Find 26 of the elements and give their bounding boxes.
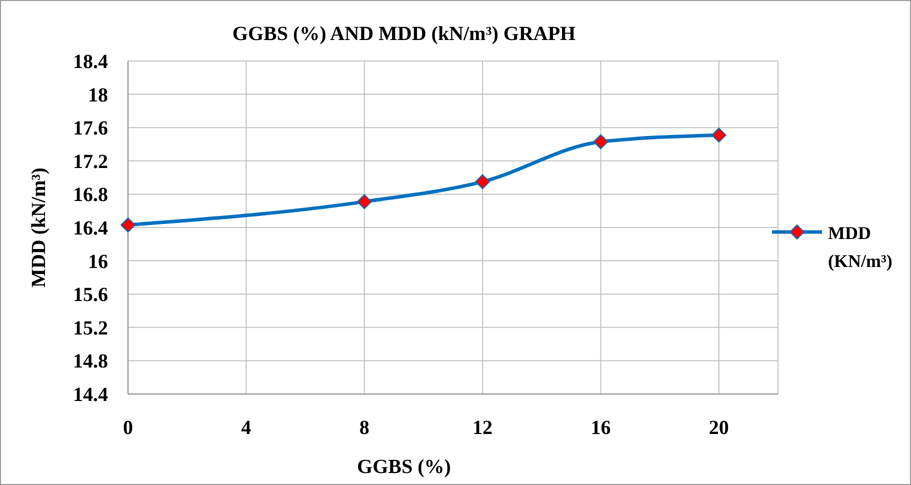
y-tick-label: 15.6: [73, 284, 108, 306]
x-tick-label: 4: [241, 417, 252, 439]
y-tick-label: 16: [88, 250, 108, 273]
y-tick-label: 17.2: [73, 150, 108, 173]
y-tick-label: 16.8: [73, 184, 108, 206]
y-axis-title: MDD (kN/m³): [28, 168, 50, 288]
x-axis-title: GGBS (%): [357, 456, 451, 478]
point: [475, 174, 490, 190]
chart-title: GGBS (%) AND MDD (kN/m³) GRAPH: [232, 23, 576, 45]
point: [593, 134, 608, 150]
y-tick-label: 18.4: [73, 51, 108, 73]
y-tick-label: 18: [88, 84, 108, 106]
y-tick-label: 15.2: [73, 317, 108, 340]
point: [120, 218, 136, 233]
point: [356, 194, 372, 210]
x-tick-label: 8: [359, 417, 370, 439]
x-tick-label: 16: [590, 417, 611, 439]
y-tick-label: 14.8: [73, 350, 108, 373]
y-tick-label: 17.6: [73, 118, 108, 140]
y-tick-label: 16.4: [73, 218, 108, 240]
x-tick-label: 0: [123, 417, 133, 439]
x-tick-label: 12: [472, 417, 493, 439]
legend-label: MDD (KN/m³): [828, 223, 892, 271]
point: [711, 128, 726, 143]
y-tick-label: 14.4: [73, 384, 108, 406]
x-tick-label: 20: [708, 417, 729, 439]
